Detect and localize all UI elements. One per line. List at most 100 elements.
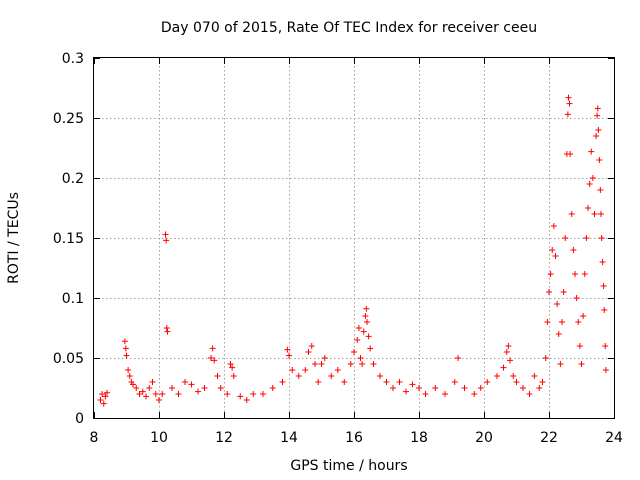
y-tick-label: 0.2 [62,171,84,187]
data-point [422,391,429,397]
data-point [403,388,409,395]
data-point [133,385,140,391]
data-point [229,364,236,371]
data-point [347,361,354,367]
x-tick-label: 12 [215,430,233,446]
data-point [581,271,588,277]
data-point [302,367,309,373]
x-tick-label: 20 [475,430,493,446]
data-point [305,349,312,355]
data-point [546,289,552,295]
data-point [104,389,110,396]
data-point [554,301,561,307]
x-tick-label: 22 [540,430,558,446]
data-point [130,381,136,388]
data-point [566,100,573,107]
data-point [559,319,565,325]
data-point [585,205,591,211]
y-tick-label: 0.1 [62,291,84,307]
data-point [152,391,159,397]
data-point [162,231,169,238]
data-point [507,357,513,364]
data-point [149,379,156,385]
data-point [156,397,162,403]
data-point [295,373,302,379]
data-point [596,157,603,163]
data-point [243,397,250,403]
data-point [289,367,296,373]
y-axis-label: ROTI / TECUs [6,192,22,284]
data-point [539,379,546,385]
data-point [100,400,107,407]
data-point [586,181,593,187]
data-point [377,373,383,379]
data-point [471,391,478,397]
data-point [597,187,604,193]
data-point [211,357,218,364]
data-point [575,319,582,325]
data-point [123,352,130,359]
data-points [97,94,609,407]
data-point [602,367,609,373]
x-tick-label: 18 [410,430,428,446]
y-tick-label: 0 [75,411,84,427]
data-point [188,381,195,388]
data-point [598,235,605,241]
data-point [351,349,357,355]
data-point [432,385,439,391]
grid [94,58,614,418]
data-point [594,105,601,112]
data-point [357,355,364,361]
data-point [500,364,507,371]
data-point [363,305,370,312]
data-point [570,247,577,253]
chart-title: Day 070 of 2015, Rate Of TEC Index for r… [161,20,537,36]
data-point [503,349,510,355]
data-point [594,112,601,119]
data-point [122,345,129,352]
data-point [364,319,370,325]
data-point [224,391,231,397]
data-point [367,345,374,352]
data-point [201,385,208,391]
y-tick-label: 0.25 [53,111,84,127]
y-tick-label: 0.05 [53,351,84,367]
data-point [550,223,557,229]
data-point [573,295,580,301]
data-point [139,388,146,395]
x-tick-label: 8 [90,430,99,446]
data-point [370,361,377,367]
data-point [477,385,484,391]
data-point [544,319,551,325]
data-point [536,385,543,391]
data-point [321,355,328,361]
data-point [578,361,585,367]
data-point [390,385,396,391]
data-point [562,235,569,241]
data-point [164,328,171,335]
data-point [531,373,538,379]
data-point [494,373,500,379]
data-point [505,343,512,349]
x-tick-label: 16 [345,430,363,446]
plot-frame [93,57,615,419]
data-point [209,345,216,352]
data-point [513,379,520,385]
data-point [227,361,234,367]
data-point [576,343,583,349]
data-point [583,235,590,241]
data-point [365,333,372,340]
data-point [549,247,556,253]
data-point [341,379,348,385]
data-point [99,391,106,397]
data-point [455,355,461,361]
data-point [334,367,341,373]
data-point [600,283,607,289]
data-point [308,343,315,349]
data-point [318,361,325,367]
data-point [451,379,458,385]
data-point [208,355,214,361]
data-point [328,373,335,379]
data-point [312,361,318,367]
data-point [442,391,448,397]
